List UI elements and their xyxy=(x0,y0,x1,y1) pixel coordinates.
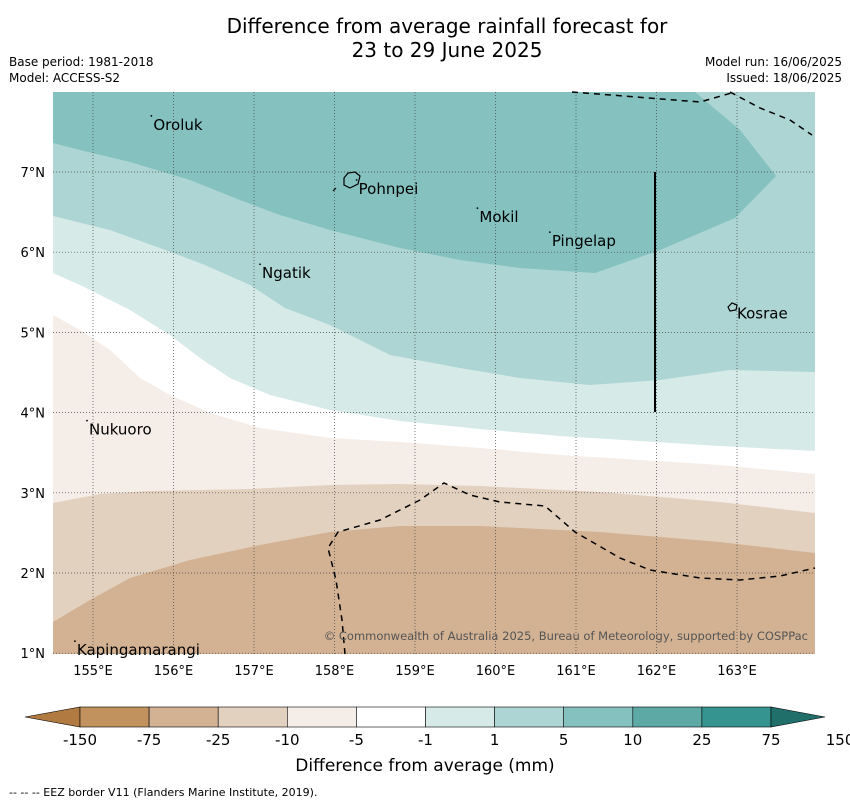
issued-date: Issued: 18/06/2025 xyxy=(726,71,842,85)
kosrae-island-outline xyxy=(727,302,738,312)
colorbar-segment xyxy=(701,706,772,728)
place-marker xyxy=(734,303,736,306)
meta-right: Model run: 16/06/2025 Issued: 18/06/2025 xyxy=(705,54,842,86)
lon-tick-label: 157°E xyxy=(234,664,274,679)
axis-ticks: 155°E 156°E 157°E 158°E 159°E 160°E 161°E 162°E… xyxy=(21,166,757,679)
colorbar-tick-label: -10 xyxy=(275,731,300,749)
place-marker xyxy=(548,231,551,234)
lon-tick-label: 162°E xyxy=(637,664,677,679)
lat-tick-label: 7°N xyxy=(21,166,46,181)
lon-tick-label: 161°E xyxy=(556,664,596,679)
place-marker xyxy=(86,419,88,422)
colorbar-title: Difference from average (mm) xyxy=(295,756,555,776)
lon-tick-label: 155°E xyxy=(73,664,113,679)
place-marker xyxy=(259,263,261,266)
colorbar-segment xyxy=(494,706,565,728)
colorbar-tick-label: 5 xyxy=(559,731,569,749)
colorbar: -150 -75 -25 -10 -5 -1 1 5 10 25 75 150 xyxy=(24,706,850,749)
place-nukuoro: Nukuoro xyxy=(86,419,152,439)
island-outlines xyxy=(332,171,738,312)
colorbar-segment xyxy=(425,706,495,728)
place-label: Nukuoro xyxy=(89,421,152,439)
place-label: Mokil xyxy=(479,208,518,226)
copyright-notice: © Commonwealth of Australia 2025, Bureau… xyxy=(324,629,808,643)
title-line-1: Difference from average rainfall forecas… xyxy=(226,14,668,38)
eez-borders xyxy=(327,91,816,655)
colorbar-segment xyxy=(286,706,357,728)
lon-tick-label: 160°E xyxy=(476,664,516,679)
meta-left: Base period: 1981-2018 Model: ACCESS-S2 xyxy=(9,54,154,86)
eez-border-south xyxy=(327,482,816,655)
place-pingelap: Pingelap xyxy=(548,231,616,250)
place-label: Ngatik xyxy=(262,264,311,282)
place-label: Kapingamarangi xyxy=(77,641,200,659)
colorbar-tick-label: 25 xyxy=(692,731,711,749)
colorbar-extend-low xyxy=(24,706,81,728)
lat-tick-label: 1°N xyxy=(21,647,46,662)
place-marker xyxy=(74,640,76,643)
colorbar-segment xyxy=(148,706,219,728)
place-mokil: Mokil xyxy=(476,207,519,226)
colorbar-tick-label: -5 xyxy=(349,731,364,749)
lat-tick-label: 4°N xyxy=(21,407,46,422)
pohnpei-reef-mark xyxy=(332,187,337,192)
lat-tick-label: 6°N xyxy=(21,246,46,261)
place-marker xyxy=(150,114,153,117)
pohnpei-island-outline xyxy=(343,171,361,189)
lat-tick-label: 3°N xyxy=(21,487,46,502)
map-title: Difference from average rainfall forecas… xyxy=(0,14,850,62)
model-run: Model run: 16/06/2025 xyxy=(704,55,842,69)
colorbar-segment xyxy=(563,706,634,728)
place-label: Oroluk xyxy=(153,116,202,134)
lon-tick-label: 158°E xyxy=(315,664,355,679)
place-ngatik: Ngatik xyxy=(259,263,311,282)
colorbar-tick-label: 1 xyxy=(490,731,500,749)
colorbar-tick-label: -75 xyxy=(137,731,162,749)
place-labels: Oroluk Pohnpei Mokil Pingelap Ngatik Kosrae Nu… xyxy=(74,114,788,659)
contour-band-10 xyxy=(53,92,776,273)
contour-layer xyxy=(53,92,815,654)
place-label: Pohnpei xyxy=(359,180,419,198)
colorbar-tick-label: -1 xyxy=(418,731,433,749)
place-oroluk: Oroluk xyxy=(150,114,203,134)
place-kapingamarangi: Kapingamarangi xyxy=(74,640,200,659)
colorbar-segment xyxy=(79,706,150,728)
place-pohnpei: Pohnpei xyxy=(355,179,419,198)
model-name: Model: ACCESS-S2 xyxy=(9,71,121,85)
base-period: Base period: 1981-2018 xyxy=(9,55,154,69)
lon-tick-label: 156°E xyxy=(154,664,194,679)
colorbar-tick-label: 75 xyxy=(761,731,780,749)
colorbar-segment xyxy=(217,706,288,728)
colorbar-extend-high xyxy=(770,706,826,728)
graticule xyxy=(53,92,815,654)
lat-tick-label: 5°N xyxy=(21,326,46,341)
eez-border-northeast xyxy=(729,91,813,136)
colorbar-tick-label: -25 xyxy=(206,731,231,749)
place-marker xyxy=(355,179,358,181)
place-kosrae: Kosrae xyxy=(734,303,788,322)
eez-footnote: -- -- -- EEZ border V11 (Flanders Marine… xyxy=(9,786,318,799)
lat-tick-label: 2°N xyxy=(21,567,46,582)
lon-tick-label: 163°E xyxy=(717,664,757,679)
colorbar-tick-label: 10 xyxy=(623,731,642,749)
lon-tick-label: 159°E xyxy=(395,664,435,679)
place-marker xyxy=(476,207,479,210)
colorbar-segment xyxy=(356,706,426,728)
forecast-map: Oroluk Pohnpei Mokil Pingelap Ngatik Kosrae Nu… xyxy=(21,91,850,749)
colorbar-tick-label: -150 xyxy=(63,731,97,749)
place-label: Pingelap xyxy=(552,232,616,250)
colorbar-tick-label: 150 xyxy=(826,731,850,749)
title-line-2: 23 to 29 June 2025 xyxy=(351,38,543,62)
colorbar-segment xyxy=(632,706,703,728)
place-label: Kosrae xyxy=(737,304,788,322)
